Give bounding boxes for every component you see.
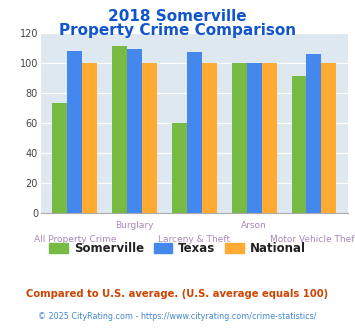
- Bar: [127, 50, 142, 213]
- Bar: [232, 63, 247, 213]
- Text: © 2025 CityRating.com - https://www.cityrating.com/crime-statistics/: © 2025 CityRating.com - https://www.city…: [38, 312, 317, 321]
- Bar: [247, 63, 262, 213]
- Bar: [142, 63, 157, 213]
- Bar: [262, 63, 277, 213]
- Bar: [172, 123, 187, 213]
- Text: All Property Crime: All Property Crime: [33, 235, 116, 244]
- Bar: [291, 77, 306, 213]
- Text: 2018 Somerville: 2018 Somerville: [108, 9, 247, 24]
- Text: Motor Vehicle Theft: Motor Vehicle Theft: [270, 235, 355, 244]
- Text: Larceny & Theft: Larceny & Theft: [158, 235, 230, 244]
- Legend: Somerville, Texas, National: Somerville, Texas, National: [44, 237, 311, 260]
- Text: Arson: Arson: [241, 221, 267, 230]
- Bar: [112, 47, 127, 213]
- Bar: [202, 63, 217, 213]
- Text: Property Crime Comparison: Property Crime Comparison: [59, 23, 296, 38]
- Bar: [321, 63, 336, 213]
- Bar: [53, 103, 67, 213]
- Text: Compared to U.S. average. (U.S. average equals 100): Compared to U.S. average. (U.S. average …: [26, 289, 329, 299]
- Bar: [306, 54, 321, 213]
- Bar: [67, 51, 82, 213]
- Bar: [187, 52, 202, 213]
- Bar: [82, 63, 97, 213]
- Text: Burglary: Burglary: [115, 221, 154, 230]
